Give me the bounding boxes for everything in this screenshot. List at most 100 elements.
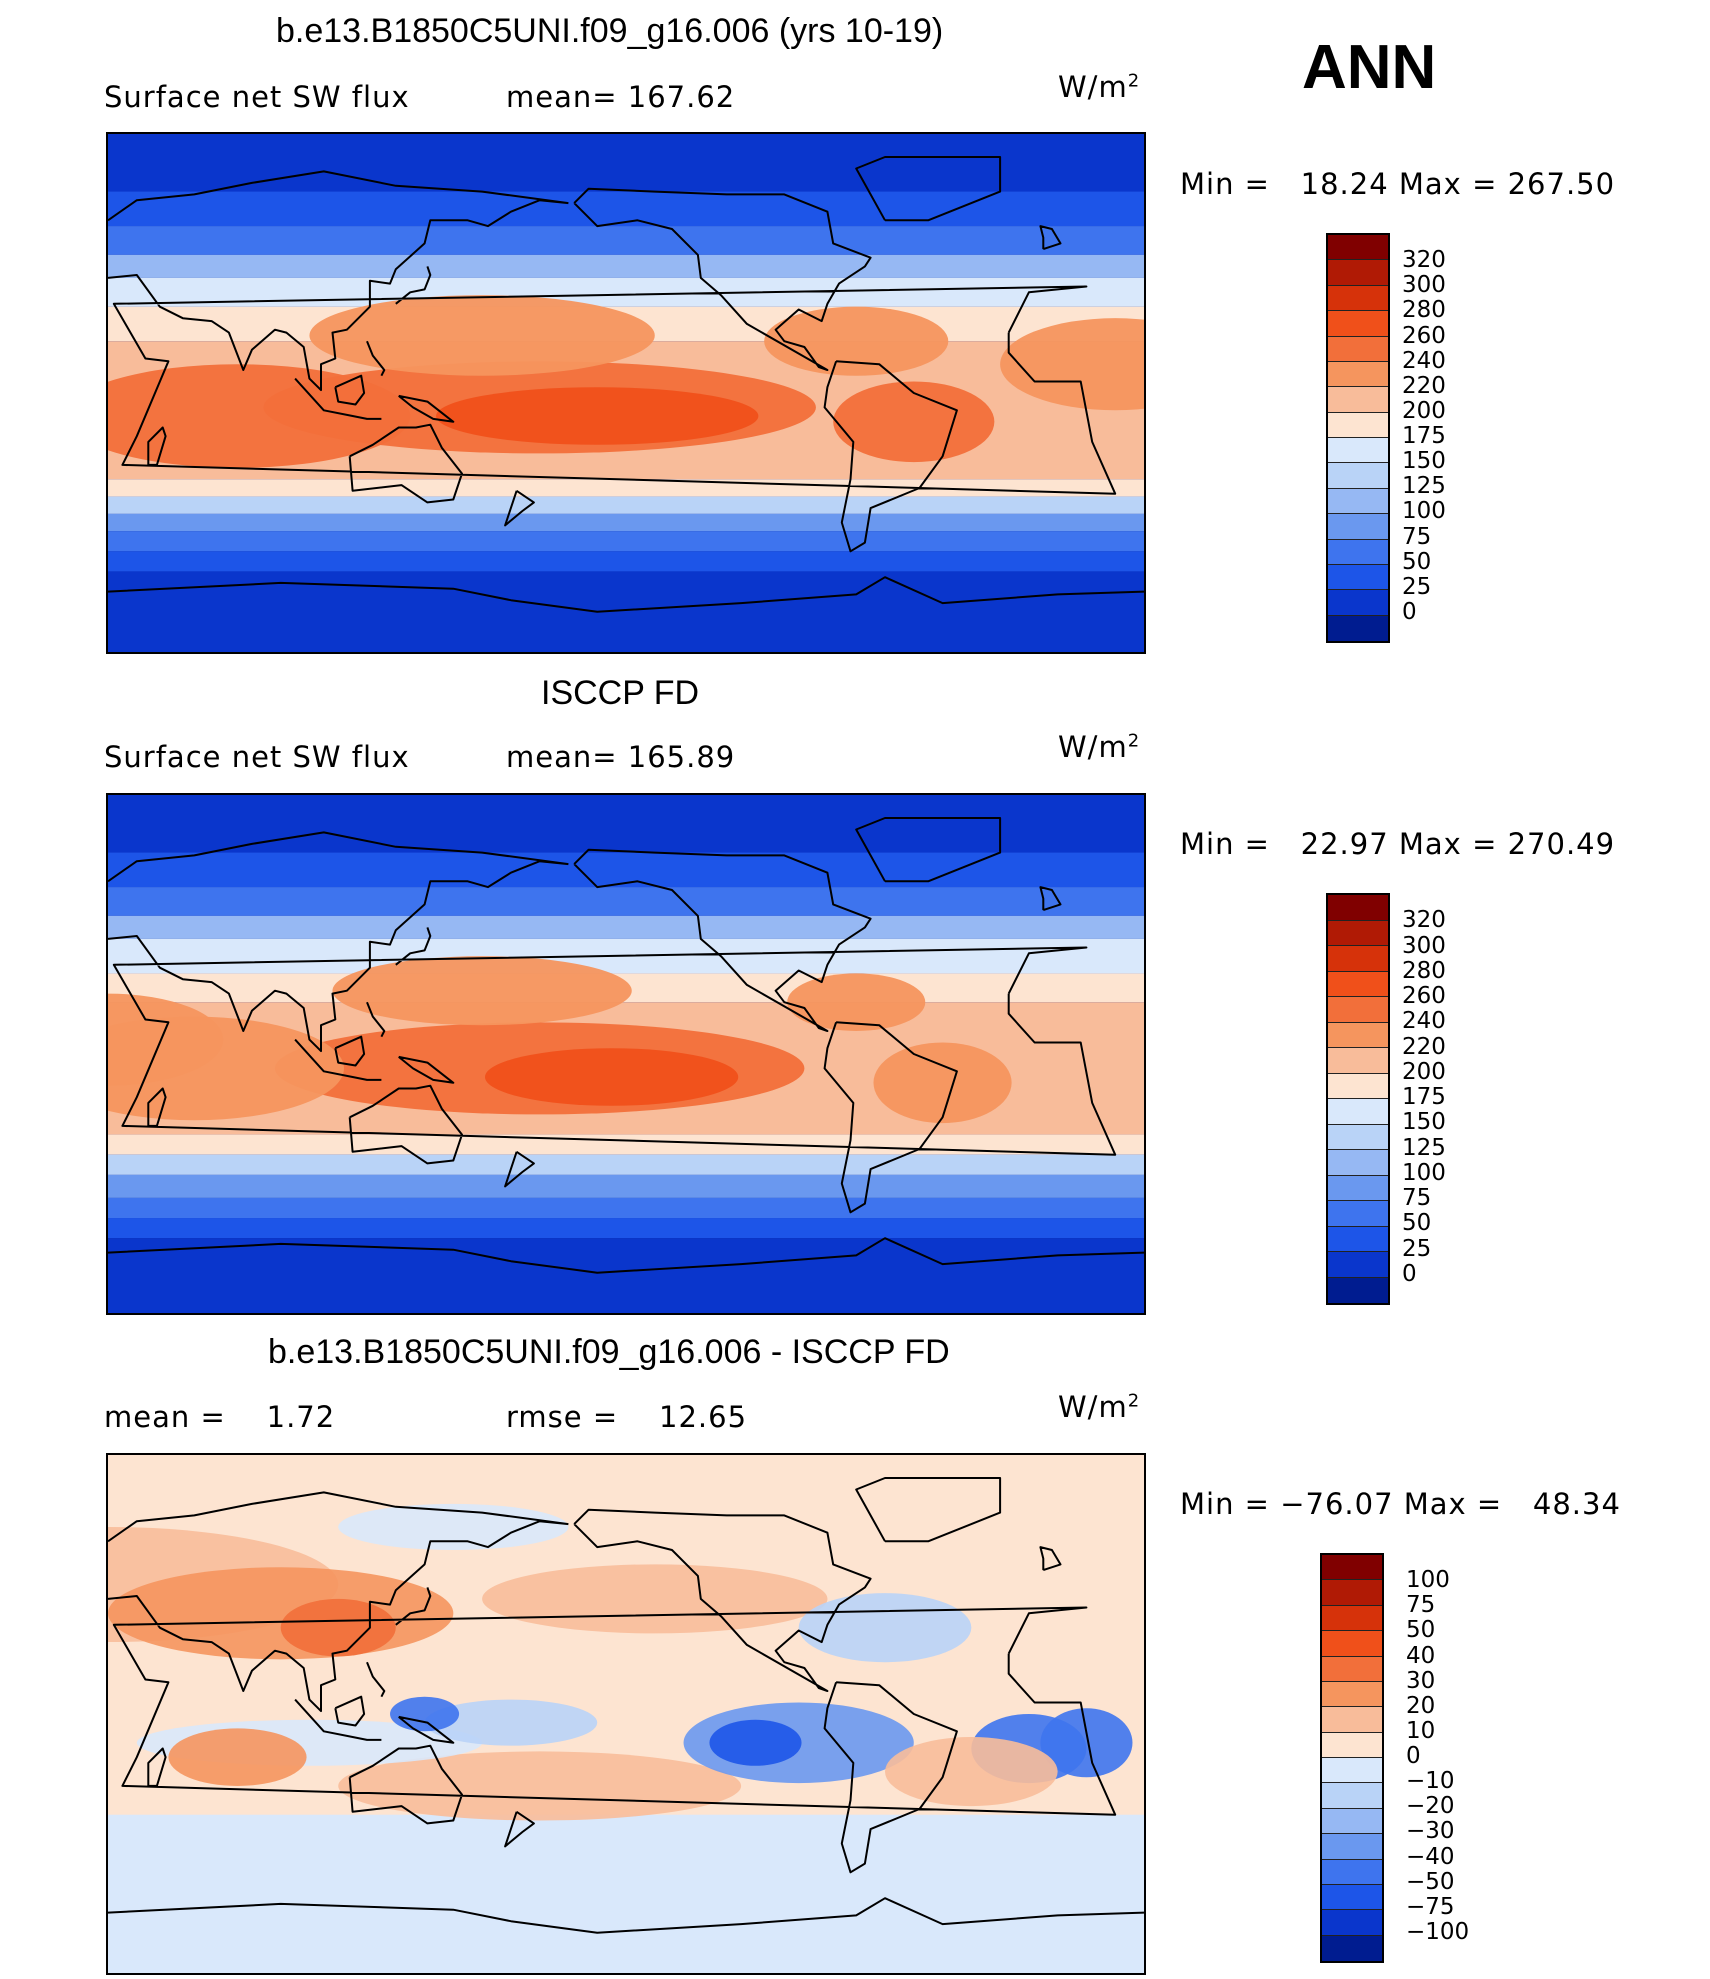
colorbar-swatch xyxy=(1322,1580,1382,1606)
panel-3-mean-value: 1.72 xyxy=(266,1400,336,1434)
colorbar-tick-label: 240 xyxy=(1402,347,1446,374)
colorbar-swatch xyxy=(1322,1555,1382,1581)
colorbar-swatch xyxy=(1322,1707,1382,1733)
coastline xyxy=(108,156,1144,613)
colorbar-tick-label: 150 xyxy=(1402,448,1446,475)
colorbar-swatch xyxy=(1322,1631,1382,1657)
colorbar-tick-label: 260 xyxy=(1402,983,1446,1009)
colorbar-swatch xyxy=(1322,1808,1382,1835)
colorbar-swatch xyxy=(1328,1277,1388,1303)
colorbar-swatch xyxy=(1328,1201,1388,1227)
colorbar-swatch xyxy=(1322,1910,1382,1936)
panel-3-map xyxy=(106,1453,1146,1975)
colorbar-tick-label: −100 xyxy=(1406,1918,1470,1945)
colorbar-swatch xyxy=(1328,615,1388,641)
colorbar-swatch xyxy=(1328,235,1388,261)
panel-3-min-value: −76.07 xyxy=(1280,1487,1394,1521)
colorbar-tick-label: −20 xyxy=(1406,1793,1455,1820)
colorbar-tick-label: 125 xyxy=(1402,473,1446,500)
contour-field xyxy=(108,1455,1144,1973)
colorbar-tick-label: 200 xyxy=(1402,1058,1446,1085)
colorbar-tick-label: −30 xyxy=(1406,1818,1455,1845)
colorbar-swatch xyxy=(1328,539,1388,565)
panel-2-mean-label: mean= 165.89 xyxy=(506,740,736,774)
season-label: ANN xyxy=(1302,33,1437,102)
colorbar-tick-label: 50 xyxy=(1402,1210,1432,1237)
colorbar-swatch xyxy=(1328,920,1388,946)
colorbar-swatch xyxy=(1328,361,1388,388)
panel-1-min-value: 18.24 xyxy=(1300,167,1389,201)
panel-1-mean-value: 167.62 xyxy=(627,80,736,114)
colorbar-tick-label: 300 xyxy=(1402,932,1446,959)
colorbar-swatch xyxy=(1328,1099,1388,1125)
colorbar-tick-label: −75 xyxy=(1406,1893,1455,1920)
colorbar-tick-label: 0 xyxy=(1406,1743,1421,1769)
colorbar-swatch xyxy=(1328,387,1388,413)
colorbar-swatch xyxy=(1328,564,1388,591)
colorbar-tick-label: 25 xyxy=(1402,1235,1432,1262)
colorbar-tick-label: 320 xyxy=(1402,907,1446,934)
colorbar-tick-label: 100 xyxy=(1406,1567,1450,1594)
colorbar-tick-label: 125 xyxy=(1402,1134,1446,1161)
colorbar-swatch xyxy=(1328,463,1388,489)
panel-1-variable-label: Surface net SW flux xyxy=(104,80,410,114)
colorbar-tick-label: 0 xyxy=(1402,598,1417,625)
colorbar-tick-label: 220 xyxy=(1402,1033,1446,1060)
colorbar-swatch xyxy=(1328,971,1388,997)
colorbar-swatch xyxy=(1328,1226,1388,1252)
colorbar-swatch xyxy=(1328,1124,1388,1150)
colorbar-tick-label: 240 xyxy=(1402,1008,1446,1035)
colorbar-tick-label: 30 xyxy=(1406,1667,1436,1694)
colorbar-tick-label: 25 xyxy=(1402,573,1432,600)
panel-2-variable-label: Surface net SW flux xyxy=(104,740,410,774)
colorbar-swatch xyxy=(1322,1783,1382,1809)
contour-field xyxy=(108,795,1144,1313)
colorbar-swatch xyxy=(1328,997,1388,1023)
colorbar-swatch xyxy=(1322,1859,1382,1885)
colorbar-swatch xyxy=(1322,1834,1382,1860)
colorbar-tick-label: 175 xyxy=(1402,423,1446,449)
colorbar-swatch xyxy=(1328,438,1388,464)
colorbar-tick-label: 20 xyxy=(1406,1692,1436,1719)
panel-2-min-value: 22.97 xyxy=(1300,827,1389,861)
panel-2-colorbar xyxy=(1326,893,1390,1305)
colorbar-swatch xyxy=(1328,514,1388,540)
colorbar-swatch xyxy=(1322,1656,1382,1682)
panel-3-max-value: 48.34 xyxy=(1532,1487,1621,1521)
colorbar-swatch xyxy=(1328,285,1388,312)
colorbar-tick-label: −50 xyxy=(1406,1868,1455,1895)
panel-3-mean-label: mean = 1.72 xyxy=(104,1400,336,1434)
colorbar-tick-label: 220 xyxy=(1402,372,1446,399)
panel-3-rmse-value: 12.65 xyxy=(659,1400,748,1434)
colorbar-tick-label: 50 xyxy=(1406,1617,1436,1644)
panel-1-mean-label: mean= 167.62 xyxy=(506,80,736,114)
colorbar-tick-label: 280 xyxy=(1402,297,1446,324)
contour-field xyxy=(108,134,1144,652)
colorbar-swatch xyxy=(1328,946,1388,972)
panel-1-colorbar xyxy=(1326,233,1390,643)
panel-2-title: ISCCP FD xyxy=(541,674,700,712)
panel-1-unit: W/m2 xyxy=(1058,70,1141,104)
colorbar-tick-label: 150 xyxy=(1402,1109,1446,1136)
panel-3-colorbar xyxy=(1320,1553,1384,1963)
colorbar-swatch xyxy=(1328,412,1388,438)
colorbar-swatch xyxy=(1328,488,1388,515)
colorbar-tick-label: 100 xyxy=(1402,498,1446,525)
panel-2-map xyxy=(106,793,1146,1315)
colorbar-swatch xyxy=(1322,1681,1382,1708)
panel-2-min-max: Min = 22.97 Max = 270.49 xyxy=(1180,827,1616,861)
colorbar-swatch xyxy=(1328,260,1388,286)
panel-1-title: b.e13.B1850C5UNI.f09_g16.006 (yrs 10-19) xyxy=(276,12,944,50)
colorbar-tick-label: 75 xyxy=(1402,1185,1432,1211)
colorbar-tick-label: 200 xyxy=(1402,397,1446,424)
colorbar-swatch xyxy=(1328,1048,1388,1074)
colorbar-tick-label: 75 xyxy=(1402,523,1432,550)
colorbar-tick-label: 280 xyxy=(1402,957,1446,984)
colorbar-tick-label: 75 xyxy=(1406,1592,1436,1619)
colorbar-tick-label: 100 xyxy=(1402,1159,1446,1186)
panel-3-rmse-label: rmse = 12.65 xyxy=(506,1400,748,1434)
colorbar-tick-label: 50 xyxy=(1402,548,1432,575)
panel-1-max-value: 267.50 xyxy=(1507,167,1616,201)
colorbar-swatch xyxy=(1328,1252,1388,1278)
colorbar-swatch xyxy=(1328,895,1388,921)
